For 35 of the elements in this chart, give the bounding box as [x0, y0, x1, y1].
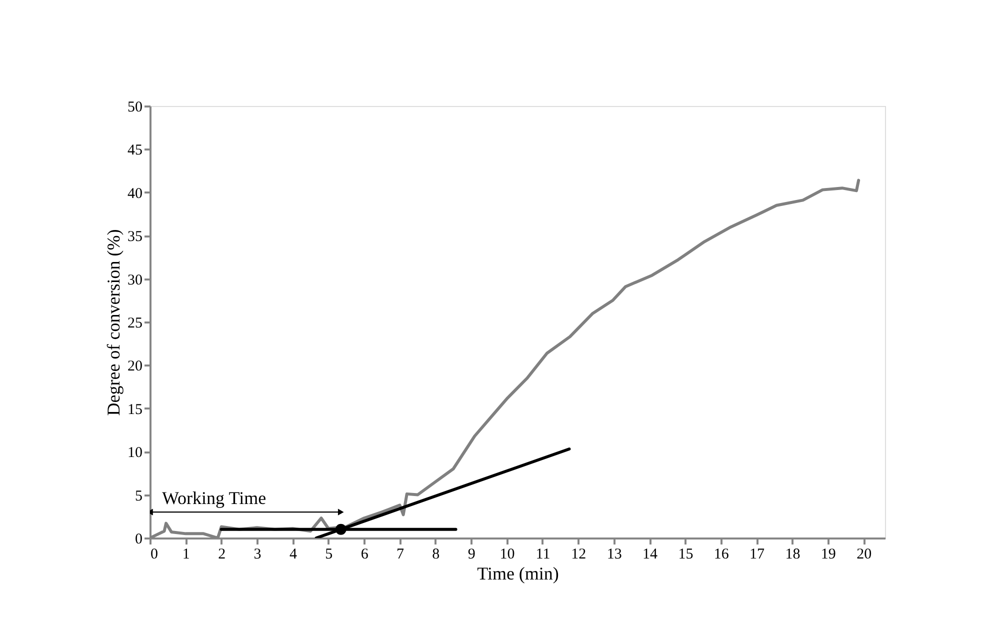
y-tick-label: 50	[128, 100, 142, 116]
y-tick-label: 5	[135, 488, 142, 504]
x-tick-label: 14	[642, 546, 658, 562]
y-tick-label: 30	[128, 272, 142, 288]
y-tick-label: 20	[128, 358, 142, 375]
x-tick-label: 18	[785, 546, 800, 562]
x-tick-label: 10	[500, 546, 515, 562]
x-tick-label: 12	[571, 546, 586, 562]
x-tick-label: 6	[360, 546, 369, 562]
y-tick-label: 40	[128, 186, 142, 202]
x-tick-label: 9	[468, 546, 476, 562]
y-tick-label: 35	[128, 229, 142, 246]
x-tick-label: 3	[254, 546, 262, 562]
x-tick-label: 17	[750, 546, 766, 562]
y-tick-label: 45	[128, 142, 142, 159]
x-tick-label: 7	[396, 546, 405, 562]
y-axis-title: Degree of conversion (%)	[104, 229, 124, 416]
x-axis-title: Time (min)	[477, 564, 559, 584]
x-tick-label: 2	[218, 546, 226, 562]
y-tick-label: 25	[128, 316, 142, 332]
y-tick-label: 10	[128, 445, 142, 462]
x-tick-label: 4	[289, 546, 298, 562]
x-tick-label: 13	[606, 546, 622, 562]
x-tick-label: 15	[678, 546, 694, 562]
x-tick-label: 20	[856, 546, 872, 562]
x-tick-label: 16	[714, 546, 730, 562]
x-tick-label: 5	[325, 546, 333, 562]
x-tick-label: 0	[150, 546, 158, 562]
y-tick-label: 15	[128, 402, 142, 418]
x-tick-label: 1	[182, 546, 190, 562]
x-tick-label: 19	[820, 546, 836, 562]
x-tick-label: 8	[432, 546, 440, 562]
x-tick-label: 11	[536, 546, 550, 562]
y-tick-label: 0	[135, 532, 142, 548]
annotation: Working Time	[162, 488, 266, 508]
